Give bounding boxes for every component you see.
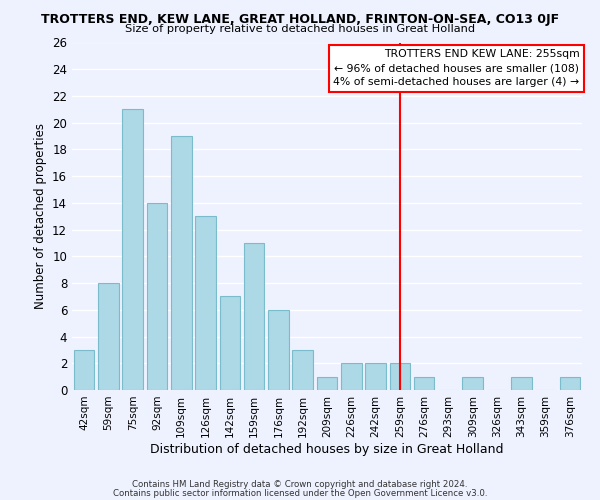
Bar — [389, 364, 410, 390]
Bar — [292, 350, 313, 390]
Bar — [74, 350, 94, 390]
X-axis label: Distribution of detached houses by size in Great Holland: Distribution of detached houses by size … — [150, 442, 504, 456]
Bar — [122, 110, 143, 390]
Bar — [365, 364, 386, 390]
Y-axis label: Number of detached properties: Number of detached properties — [34, 123, 47, 309]
Bar — [220, 296, 240, 390]
Bar — [560, 376, 580, 390]
Bar — [146, 203, 167, 390]
Bar — [414, 376, 434, 390]
Bar — [268, 310, 289, 390]
Bar — [317, 376, 337, 390]
Text: Contains public sector information licensed under the Open Government Licence v3: Contains public sector information licen… — [113, 488, 487, 498]
Bar — [463, 376, 483, 390]
Text: TROTTERS END KEW LANE: 255sqm
← 96% of detached houses are smaller (108)
4% of s: TROTTERS END KEW LANE: 255sqm ← 96% of d… — [334, 50, 580, 88]
Text: Size of property relative to detached houses in Great Holland: Size of property relative to detached ho… — [125, 24, 475, 34]
Bar — [244, 243, 265, 390]
Bar — [511, 376, 532, 390]
Bar — [195, 216, 216, 390]
Bar — [171, 136, 191, 390]
Text: Contains HM Land Registry data © Crown copyright and database right 2024.: Contains HM Land Registry data © Crown c… — [132, 480, 468, 489]
Bar — [341, 364, 362, 390]
Text: TROTTERS END, KEW LANE, GREAT HOLLAND, FRINTON-ON-SEA, CO13 0JF: TROTTERS END, KEW LANE, GREAT HOLLAND, F… — [41, 12, 559, 26]
Bar — [98, 283, 119, 390]
